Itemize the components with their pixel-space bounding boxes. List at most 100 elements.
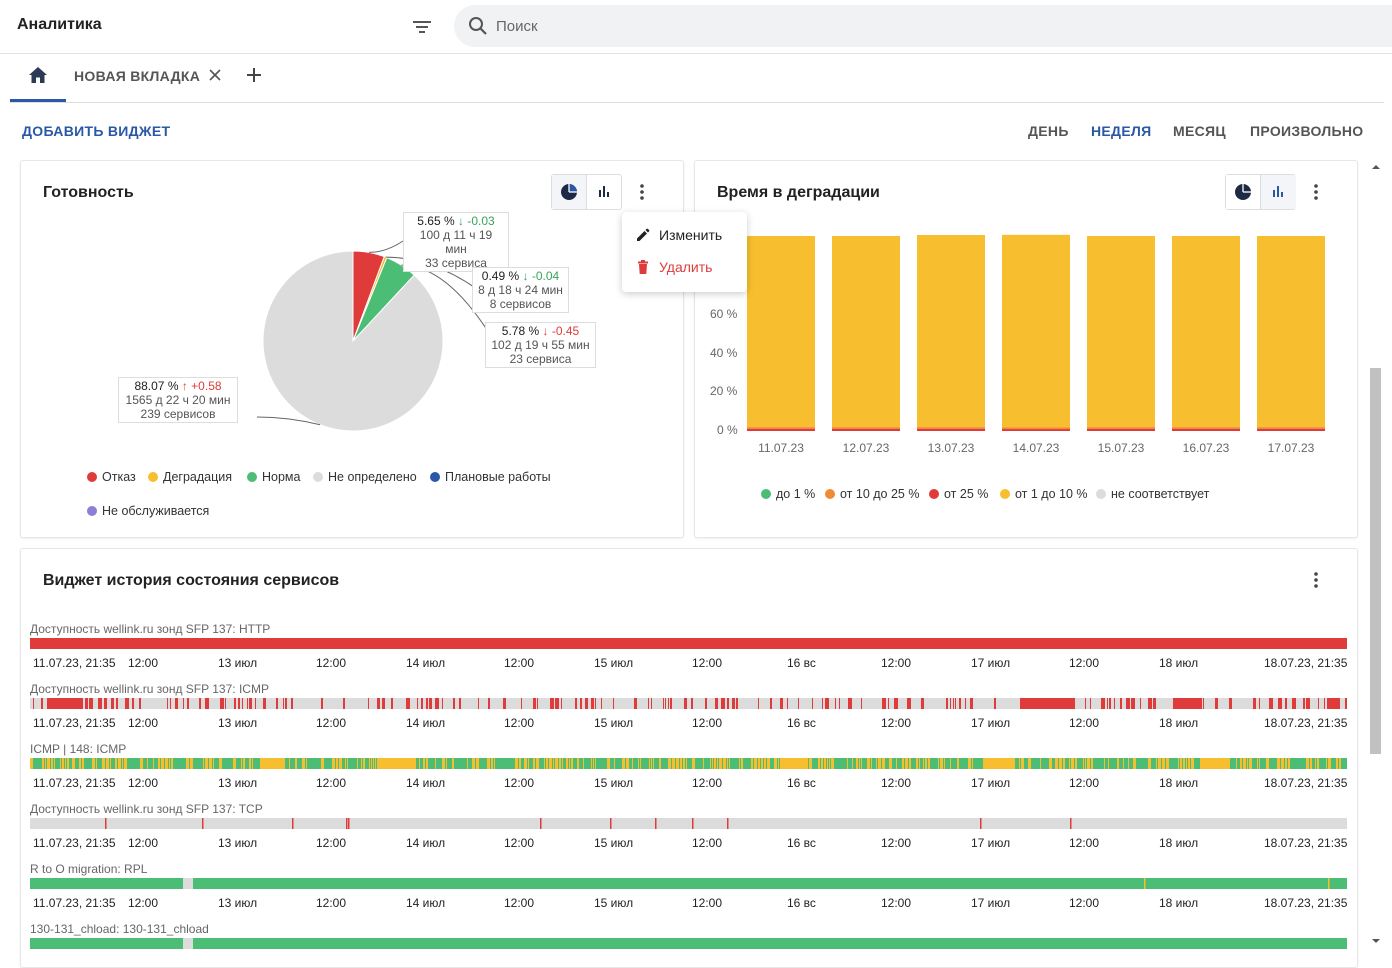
- more-vert-icon[interactable]: [1306, 570, 1326, 590]
- status-segment: [562, 758, 563, 769]
- status-segment: [714, 758, 716, 769]
- close-icon[interactable]: [207, 67, 223, 83]
- bar-segment: [1087, 427, 1155, 429]
- status-segment: [909, 758, 911, 769]
- status-segment: [871, 758, 872, 769]
- status-segment: [1101, 698, 1105, 709]
- menu-edit[interactable]: Изменить: [622, 220, 747, 250]
- history-row-bar[interactable]: [30, 758, 1347, 769]
- status-segment: [285, 698, 287, 709]
- status-segment: [1330, 698, 1340, 709]
- status-segment: [533, 758, 535, 769]
- legend-fail[interactable]: Отказ: [87, 470, 136, 484]
- time-tick: 12:00: [504, 716, 535, 730]
- status-segment: [1091, 758, 1093, 769]
- status-segment: [132, 698, 134, 709]
- search-input[interactable]: [496, 5, 1196, 47]
- time-tick: 18 июл: [1159, 716, 1199, 730]
- pie-chart-icon: [561, 184, 577, 200]
- period-month[interactable]: МЕСЯЦ: [1173, 123, 1226, 139]
- status-segment: [767, 758, 770, 769]
- x-tick-label: 16.07.23: [1183, 441, 1230, 455]
- period-day[interactable]: ДЕНЬ: [1028, 123, 1069, 139]
- tab-home[interactable]: [10, 54, 66, 102]
- status-segment: [741, 758, 743, 769]
- time-tick: 16 вс: [787, 656, 816, 670]
- legend-10-25[interactable]: от 10 до 25 %: [825, 487, 919, 501]
- status-segment: [919, 758, 920, 769]
- time-tick: 12:00: [316, 716, 347, 730]
- status-segment: [876, 758, 877, 769]
- status-segment: [1285, 758, 1287, 769]
- status-segment: [249, 698, 252, 709]
- time-tick: 18 июл: [1159, 836, 1199, 850]
- pie-label-pct: 88.07 %: [134, 379, 179, 393]
- legend-not-served[interactable]: Не обслуживается: [87, 504, 209, 518]
- menu-delete[interactable]: Удалить: [622, 252, 747, 282]
- status-segment: [1126, 698, 1130, 709]
- status-segment: [1114, 698, 1115, 709]
- status-segment: [546, 758, 548, 769]
- history-row-bar[interactable]: [30, 878, 1347, 889]
- status-segment: [1277, 758, 1280, 769]
- time-tick: 15 июл: [594, 776, 634, 790]
- history-row-bar[interactable]: [30, 698, 1347, 709]
- time-tick: 12:00: [881, 836, 912, 850]
- status-segment: [1028, 758, 1031, 769]
- status-segment: [684, 698, 687, 709]
- status-segment: [610, 818, 612, 829]
- pie-view-button[interactable]: [1226, 175, 1261, 209]
- scroll-down-icon[interactable]: [1368, 936, 1384, 946]
- scroll-up-icon[interactable]: [1368, 162, 1384, 172]
- search-box[interactable]: [454, 5, 1392, 47]
- legend-degradation[interactable]: Деградация: [148, 470, 232, 484]
- period-week[interactable]: НЕДЕЛЯ: [1091, 123, 1152, 139]
- bar-segment: [832, 236, 900, 428]
- period-custom[interactable]: ПРОИЗВОЛЬНО: [1250, 123, 1364, 139]
- time-tick: 18 июл: [1159, 896, 1199, 910]
- status-segment: [686, 758, 687, 769]
- x-tick-label: 12.07.23: [843, 441, 890, 455]
- status-segment: [426, 698, 428, 709]
- legend-undefined[interactable]: Не определено: [313, 470, 417, 484]
- legend-planned[interactable]: Плановые работы: [430, 470, 551, 484]
- status-segment: [1183, 758, 1185, 769]
- bar-view-button[interactable]: [587, 175, 622, 209]
- legend-mismatch[interactable]: не соответствует: [1096, 487, 1209, 501]
- more-vert-icon[interactable]: [1306, 182, 1326, 202]
- legend-1-10[interactable]: от 1 до 10 %: [1000, 487, 1088, 501]
- status-segment: [861, 698, 862, 709]
- status-segment: [167, 698, 168, 709]
- more-vert-icon[interactable]: [632, 182, 652, 202]
- status-segment: [729, 758, 730, 769]
- scrollbar[interactable]: [1368, 160, 1384, 950]
- add-widget-button[interactable]: ДОБАВИТЬ ВИДЖЕТ: [22, 123, 171, 139]
- time-tick: 17 июл: [971, 716, 1011, 730]
- add-tab-icon[interactable]: [244, 65, 264, 85]
- widget-context-menu: Изменить Удалить: [622, 212, 747, 292]
- status-segment: [692, 818, 694, 829]
- status-segment: [183, 698, 184, 709]
- status-segment: [1109, 698, 1111, 709]
- pie-view-button[interactable]: [552, 175, 587, 209]
- legend-up-to-1[interactable]: до 1 %: [761, 487, 815, 501]
- scroll-thumb[interactable]: [1370, 368, 1381, 754]
- legend-norm[interactable]: Норма: [247, 470, 300, 484]
- status-segment: [559, 758, 561, 769]
- bar-view-button[interactable]: [1261, 175, 1296, 209]
- time-tick: 12:00: [316, 656, 347, 670]
- time-tick: 17 июл: [971, 836, 1011, 850]
- status-segment: [655, 818, 657, 829]
- status-segment: [1306, 698, 1310, 709]
- tab-new[interactable]: НОВАЯ ВКЛАДКА: [74, 68, 201, 84]
- status-segment: [225, 698, 226, 709]
- history-row-bar[interactable]: [30, 638, 1347, 649]
- status-segment: [478, 698, 479, 709]
- history-row-bar[interactable]: [30, 938, 1347, 949]
- filter-icon[interactable]: [411, 16, 433, 38]
- history-row-bar[interactable]: [30, 818, 1347, 829]
- legend-25[interactable]: от 25 %: [929, 487, 988, 501]
- status-segment: [426, 758, 428, 769]
- status-segment: [1063, 758, 1065, 769]
- status-segment: [98, 698, 102, 709]
